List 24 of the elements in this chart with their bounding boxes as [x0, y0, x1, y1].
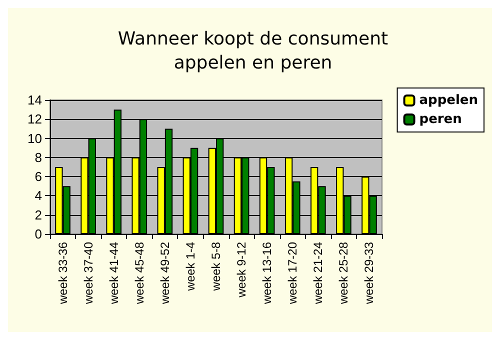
y-tick-label: 6 [34, 169, 42, 184]
legend-label: peren [419, 112, 462, 127]
x-tick-label: week 45-48 [132, 242, 146, 306]
y-tick-label: 14 [28, 92, 42, 108]
legend-label: appelen [419, 93, 478, 108]
x-tick-label: week 13-16 [260, 242, 274, 306]
x-tick-label: week 9-12 [234, 242, 249, 298]
chart-title: Wanneer koopt de consument appelen en peren [118, 28, 388, 74]
y-tick-label: 4 [34, 188, 42, 204]
x-tick-label: week 33-36 [56, 242, 70, 306]
x-tick-label: week 21-24 [311, 242, 326, 306]
y-tick-label: 0 [34, 226, 42, 242]
x-tick-label: week 1-4 [183, 242, 198, 292]
x-tick-label: week 17-20 [286, 242, 300, 306]
y-tick-label: 12 [28, 112, 42, 127]
x-tick-label: week 37-40 [81, 242, 96, 306]
y-tick-label: 10 [28, 130, 42, 146]
x-tick-label: week 29-33 [362, 242, 376, 306]
y-tick-label: 8 [34, 150, 42, 165]
x-tick-label: week 5-8 [209, 242, 223, 292]
x-tick-label: week 25-28 [336, 242, 351, 306]
x-tick-label: week 41-44 [106, 242, 121, 306]
x-tick-label: week 49-52 [158, 242, 172, 306]
y-tick-label: 2 [34, 207, 42, 222]
